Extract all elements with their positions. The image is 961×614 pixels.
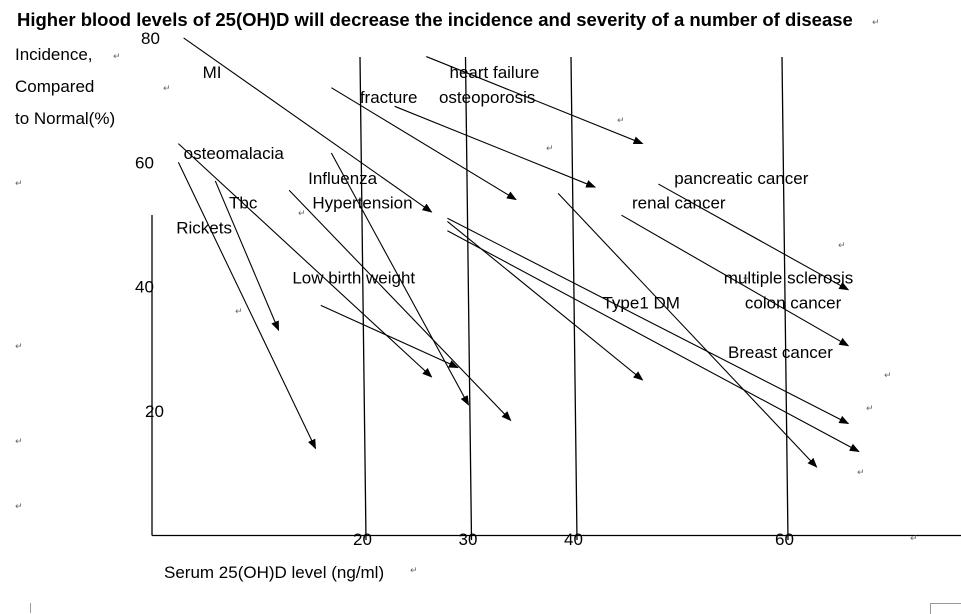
series-label-hypertension: Hypertension <box>312 194 412 213</box>
paragraph-mark-icon: ↵ <box>546 144 554 154</box>
series-label-rickets: Rickets <box>176 219 232 238</box>
series-arrow-renal-cancer <box>621 214 850 347</box>
paragraph-mark-icon: ↵ <box>113 52 121 62</box>
y-tick-label-60: 60 <box>135 153 154 172</box>
series-label-renal-cancer: renal cancer <box>632 194 726 213</box>
paragraph-mark-icon: ↵ <box>617 116 625 126</box>
series-arrow-colon-cancer <box>447 230 860 453</box>
paragraph-mark-icon: ↵ <box>743 274 751 284</box>
y-tick-label-80: 80 <box>141 29 160 48</box>
series-label-type1-dm: Type1 DM <box>602 293 679 312</box>
paragraph-mark-icon: ↵ <box>298 209 306 219</box>
paragraph-mark-icon: ↵ <box>857 468 865 478</box>
x-tick-label-40: 40 <box>564 530 583 549</box>
vertical-line-20 <box>359 56 367 541</box>
chart-title: Higher blood levels of 25(OH)D will decr… <box>17 9 853 30</box>
x-tick-label-30: 30 <box>459 530 478 549</box>
series-label-breast-cancer: Breast cancer <box>728 343 833 362</box>
series-label-fracture: fracture <box>360 88 418 107</box>
crop-mark <box>0 603 31 613</box>
x-tick-label-20: 20 <box>353 530 372 549</box>
series-label-pancreatic-cancer: pancreatic cancer <box>674 169 809 188</box>
series-label-low-birth-weight: Low birth weight <box>292 268 415 287</box>
series-arrow-heart-failure <box>426 56 644 145</box>
series-label-influenza: Influenza <box>308 169 378 188</box>
paragraph-mark-icon: ↵ <box>15 502 23 512</box>
vertical-line-60 <box>781 56 789 541</box>
series-arrow-multiple-sclerosis <box>447 217 850 425</box>
series-label-multiple-sclerosis: multiple sclerosis <box>724 268 853 287</box>
series-label-colon-cancer: colon cancer <box>745 293 842 312</box>
series-label-osteoporosis: osteoporosis <box>439 88 535 107</box>
paragraph-mark-icon: ↵ <box>884 371 892 381</box>
x-tick-label-60: 60 <box>775 530 794 549</box>
series-arrow-rickets <box>177 162 317 450</box>
series-label-mi: MI <box>203 63 222 82</box>
paragraph-mark-icon: ↵ <box>866 404 874 414</box>
series-arrow-tbc <box>214 180 280 332</box>
paragraph-mark-icon: ↵ <box>15 179 23 189</box>
paragraph-mark-icon: ↵ <box>163 84 171 94</box>
crop-mark <box>930 603 961 614</box>
series-arrow-low-birth-weight <box>320 304 459 369</box>
series-arrow-osteomalacia <box>178 143 433 378</box>
series-arrow-hypertension <box>288 189 512 422</box>
series-arrow-breast-cancer <box>447 220 644 381</box>
y-axis-label-line-2: Compared <box>15 77 95 96</box>
y-tick-label-20: 20 <box>145 402 164 421</box>
paragraph-mark-icon: ↵ <box>910 534 918 544</box>
y-tick-label-40: 40 <box>135 278 154 297</box>
paragraph-mark-icon: ↵ <box>15 342 23 352</box>
series-arrow-type1-dm <box>557 193 818 468</box>
series-arrow-influenza <box>330 152 469 406</box>
series-arrow-pancreatic-cancer <box>658 183 850 291</box>
series-label-heart-failure: heart failure <box>450 63 540 82</box>
series-arrow-fracture <box>331 87 517 201</box>
series-label-osteomalacia: osteomalacia <box>184 144 285 163</box>
x-axis-label: Serum 25(OH)D level (ng/ml) <box>164 563 384 582</box>
y-axis-label-line-3: to Normal(%) <box>15 109 116 128</box>
paragraph-mark-icon: ↵ <box>872 18 880 28</box>
paragraph-mark-icon: ↵ <box>235 307 243 317</box>
series-arrow-mi <box>183 37 433 213</box>
paragraph-mark-icon: ↵ <box>838 241 846 251</box>
paragraph-mark-icon: ↵ <box>410 566 418 576</box>
series-label-tbc: Tbc <box>229 194 258 213</box>
paragraph-mark-icon: ↵ <box>15 437 23 447</box>
vertical-line-30 <box>464 56 473 541</box>
series-arrow-osteoporosis <box>394 105 597 188</box>
y-axis-label-line-1: Incidence, <box>15 45 93 64</box>
